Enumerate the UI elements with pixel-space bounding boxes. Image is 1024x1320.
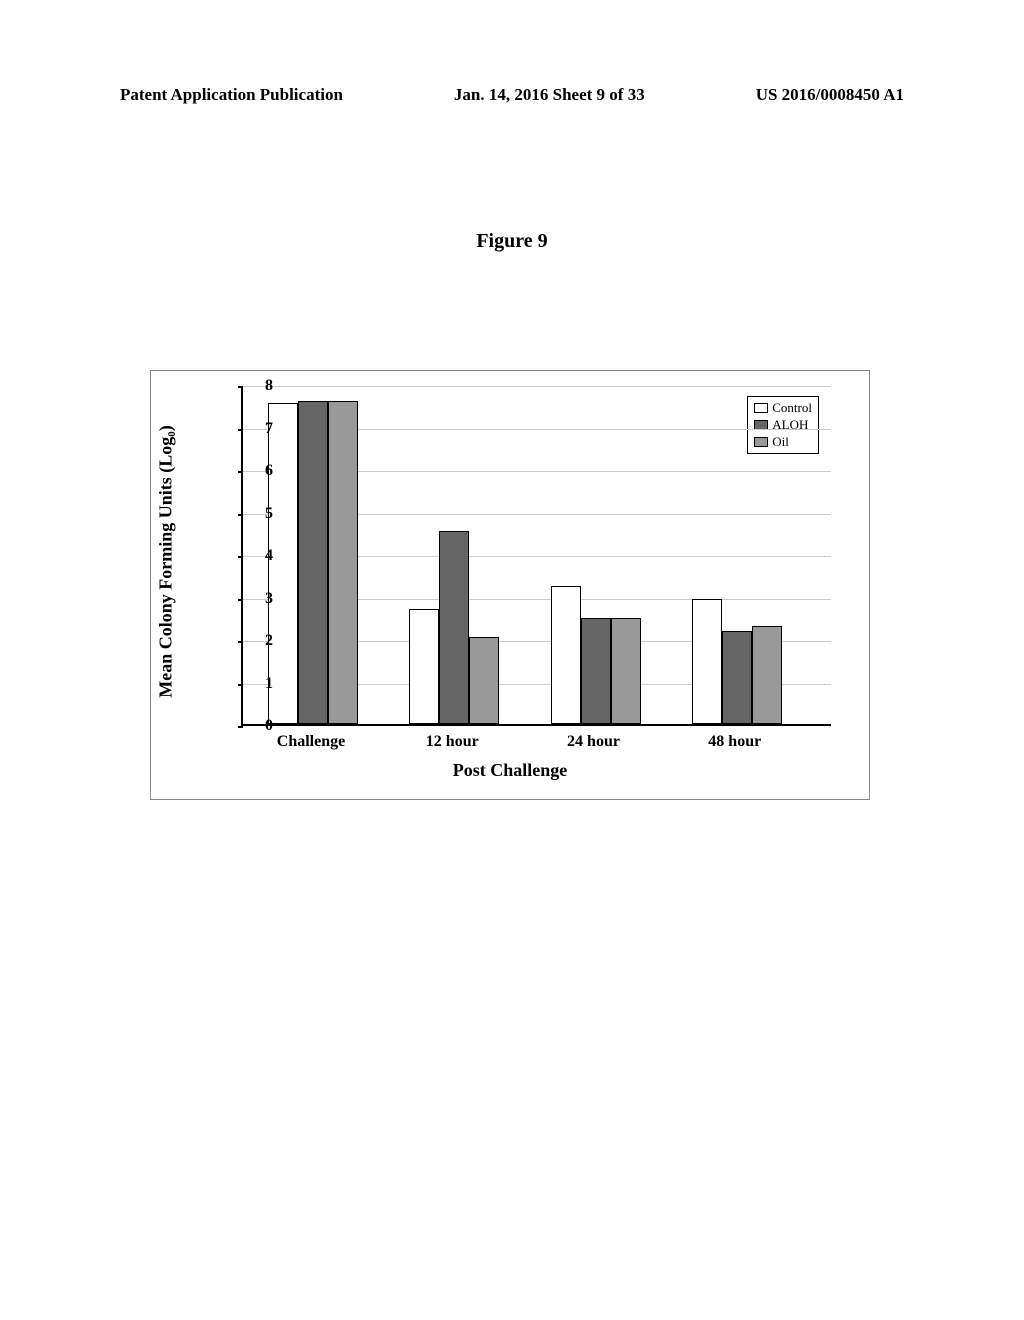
header-right: US 2016/0008450 A1 [756,85,904,105]
header-center: Jan. 14, 2016 Sheet 9 of 33 [454,85,645,105]
ytick-mark [238,684,243,686]
y-axis-label: Mean Colony Forming Units (Log₀) [156,425,177,697]
bar [752,626,782,724]
ytick-mark [238,429,243,431]
bar [581,618,611,724]
plot-area [241,386,831,726]
ytick-label: 5 [265,505,273,523]
ytick-label: 4 [265,547,273,565]
ytick-mark [238,726,243,728]
ytick-mark [238,471,243,473]
bar [611,618,641,724]
bar [409,609,439,724]
xtick-label: 24 hour [567,733,620,751]
bar [692,599,722,724]
xtick-label: Challenge [277,733,345,751]
ytick-mark [238,514,243,516]
page-header: Patent Application Publication Jan. 14, … [0,85,1024,105]
bar [439,531,469,724]
ytick-label: 2 [265,632,273,650]
ytick-mark [238,641,243,643]
ytick-label: 3 [265,590,273,608]
ytick-mark [238,386,243,388]
ytick-mark [238,556,243,558]
ytick-mark [238,599,243,601]
chart-container: Control ALOH Oil Mean Colony Forming Uni… [150,370,870,800]
bar [722,631,752,725]
header-left: Patent Application Publication [120,85,343,105]
bar [328,401,358,724]
bar [298,401,328,724]
xtick-label: 12 hour [426,733,479,751]
ytick-label: 0 [265,717,273,735]
bar [469,637,499,724]
ytick-label: 7 [265,420,273,438]
ytick-label: 6 [265,462,273,480]
bar [551,586,581,724]
ytick-label: 1 [265,675,273,693]
figure-title: Figure 9 [0,230,1024,253]
gridline [243,386,831,387]
xtick-label: 48 hour [708,733,761,751]
x-axis-label: Post Challenge [151,760,869,781]
ytick-label: 8 [265,377,273,395]
